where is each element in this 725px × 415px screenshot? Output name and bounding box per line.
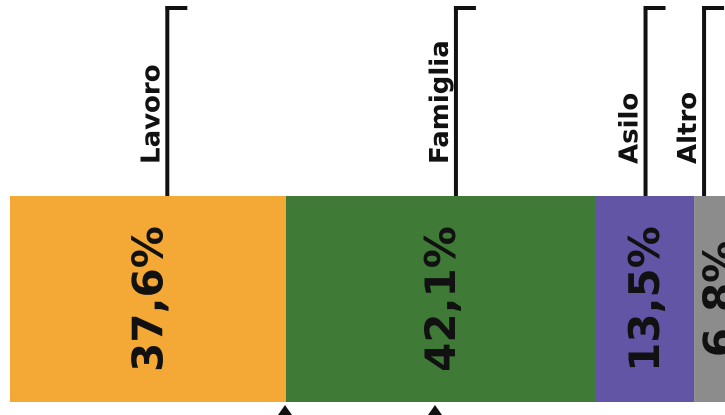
bar-segments [10,196,725,402]
category-label-lavoro: Lavoro [136,64,166,164]
value-labels: 37,6% 42,1% 13,5% 6,8% [123,226,725,372]
category-labels: Lavoro Famiglia Asilo Altro [136,40,703,164]
value-label-lavoro: 37,6% [123,226,172,372]
category-label-famiglia: Famiglia [425,40,455,164]
value-label-asilo: 13,5% [620,226,669,372]
bottom-arrow-marker [278,405,292,415]
bottom-markers [278,405,442,415]
bar-segment-lavoro [10,196,286,402]
value-label-famiglia: 42,1% [416,226,465,372]
bar-segment-famiglia [285,196,595,402]
category-label-altro: Altro [673,92,703,164]
bottom-arrow-marker [428,405,442,415]
value-label-altro: 6,8% [695,241,725,357]
bar-segment-altro [694,196,725,402]
bar-segment-asilo [594,196,695,402]
label-leaders [165,6,725,196]
category-label-asilo: Asilo [615,93,645,164]
